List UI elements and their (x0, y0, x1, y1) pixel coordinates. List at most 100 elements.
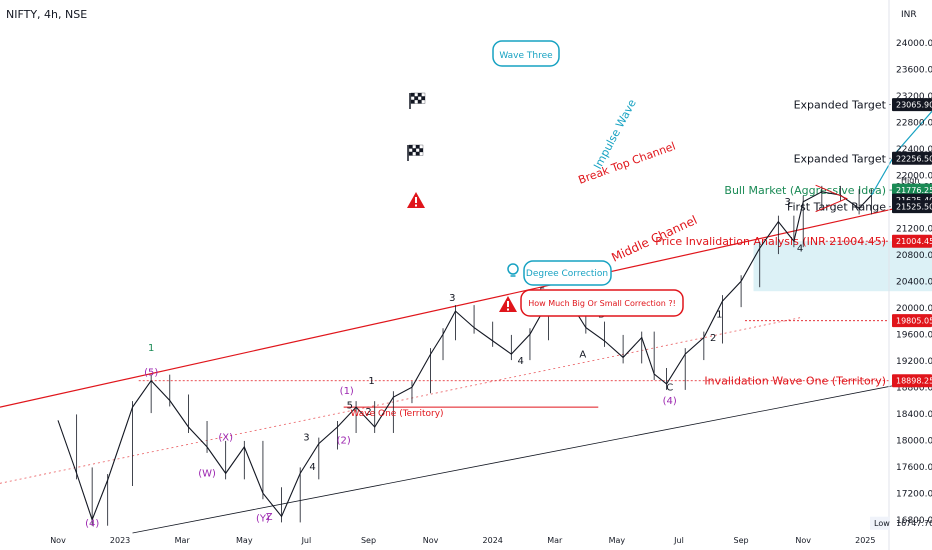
time-tick-label-10: Jul (673, 536, 684, 545)
middle-channel-line (0, 317, 801, 484)
wave-label-13: 2 (365, 407, 371, 418)
price-tag-label-1: 22256.50 (896, 154, 932, 163)
flag-cell (410, 96, 415, 101)
warning-mark (507, 301, 509, 307)
price-tag-label-6: 21525.50 (896, 203, 932, 212)
price-layer (57, 185, 872, 526)
wave-label-11: (2) (337, 436, 351, 447)
price-tick-label-14: 22400.00 (896, 145, 932, 155)
flag-cell (408, 148, 413, 153)
wave-label-3: (X) (218, 432, 233, 443)
price-tick-label-16: 23200.00 (896, 92, 932, 102)
flag-cell (414, 92, 419, 97)
time-tick-label-8: Mar (547, 536, 563, 545)
wave-label-24: 3 (784, 197, 790, 208)
low-tag-bg (870, 516, 890, 530)
warning-dot (415, 204, 417, 207)
flag-cell (419, 148, 424, 153)
flag-cell (419, 144, 424, 149)
flag-cell (408, 151, 413, 156)
wave-label-layer: 1(5)(4)(X)(W)(Y)Z34(1)5(2)1234(3)5BAC(4)… (85, 197, 803, 529)
flag-cell (417, 92, 422, 97)
time-tick-label-12: Nov (795, 536, 811, 545)
wave-label-19: A (579, 349, 586, 360)
wave-three-box (492, 40, 560, 67)
wave-label-1: (5) (144, 367, 158, 378)
flag-cell (415, 144, 420, 149)
wave-label-4: (W) (198, 469, 216, 480)
level-label-2: Bull Market (Aggressive Idea) (724, 184, 886, 197)
price-tag-bg-7 (892, 234, 932, 248)
price-tick-label-8: 20000.00 (896, 304, 932, 314)
price-tag-bg-8 (892, 314, 932, 328)
checkered-flag-icon (409, 92, 426, 109)
time-tick-label-11: Sep (734, 536, 749, 545)
time-tick-label-13: 2025 (855, 536, 875, 545)
wave-label-22: 1 (716, 310, 722, 321)
time-tick-label-1: 2023 (110, 536, 130, 545)
wave-label-10: 5 (347, 400, 353, 411)
price-tick-label-7: 19600.00 (896, 330, 932, 340)
time-tick-label-5: Sep (361, 536, 376, 545)
wave-label-25: 4 (797, 243, 803, 254)
price-tick-label-18: 24000.00 (896, 39, 932, 49)
price-tick-label-3: 18000.00 (896, 436, 932, 446)
price-tag-label-4: 21776.25 (896, 186, 932, 195)
warning-mark (415, 197, 417, 203)
flag-cell (414, 99, 419, 104)
bulb-glass (507, 263, 519, 275)
time-tick-label-9: May (609, 536, 626, 545)
flag-cell (417, 96, 422, 101)
price-tag-bg-6 (892, 200, 932, 214)
warning-icon (499, 296, 517, 312)
wave-label-15: 4 (517, 356, 523, 367)
flag-cell (408, 144, 413, 149)
correction-question-label: How Much Big Or Small Correction ?! (528, 299, 676, 308)
flag-cell (412, 148, 417, 153)
price-tag-label-10: Low (874, 519, 890, 528)
level-layer: Expanded Target Expanded Target Bull Marke… (138, 99, 903, 408)
wave-label-21: (4) (663, 396, 677, 407)
time-tick-label-3: May (236, 536, 253, 545)
price-tag-bg-1 (892, 151, 932, 165)
wave-label-14: 3 (449, 293, 455, 304)
price-tag-bg-4 (892, 183, 932, 197)
price-tag-label-0: 23065.90 (896, 101, 932, 110)
price-tick-label-6: 19200.00 (896, 357, 932, 367)
flag-cell (419, 151, 424, 156)
price-tag-label-9: 18898.25 (896, 377, 932, 386)
wedge-pattern (815, 184, 848, 213)
time-tick-label-6: Nov (423, 536, 439, 545)
wave-label-2: (4) (85, 518, 99, 529)
wave-label-5: (Y) (256, 514, 270, 525)
wave-three-label: Wave Three (499, 51, 553, 61)
time-tick-label-2: Mar (175, 536, 191, 545)
correction-question-box (520, 289, 684, 317)
price-tag-bg-9 (892, 374, 932, 388)
price-tag-label-7: 21004.45 (896, 237, 932, 246)
flag-cell (410, 92, 415, 97)
price-tick-label-0: 16800.00 (896, 516, 932, 526)
price-tick-label-1: 17200.00 (896, 489, 932, 499)
wave-label-9: (1) (340, 386, 354, 397)
time-axis[interactable]: Nov 2023 Mar May Jul Sep Nov 2024 Mar May Jul Sep No… (50, 536, 875, 545)
flag-cell (412, 144, 417, 149)
price-axis[interactable]: 16800.00 17200.00 17600.00 18000.00 18400.00… (870, 0, 932, 550)
price-tick-label-10: 20800.00 (896, 251, 932, 261)
bottom-channel-line (132, 377, 932, 534)
level-label-1: Expanded Target (794, 152, 887, 165)
wave-label-6: Z (266, 512, 273, 523)
flag-cell (421, 92, 426, 97)
flag-cell (410, 99, 415, 104)
currency-label: INR (901, 10, 917, 20)
price-tick-label-15: 22800.00 (896, 118, 932, 128)
time-tick-label-0: Nov (50, 536, 66, 545)
level-label-0: Expanded Target (794, 99, 887, 112)
symbol-title: NIFTY, 4h, NSE (6, 8, 87, 21)
degree-correction-box (523, 260, 612, 286)
time-tick-label-4: Jul (301, 536, 312, 545)
flag-cell (414, 96, 419, 101)
wave-label-8: 4 (309, 462, 315, 473)
